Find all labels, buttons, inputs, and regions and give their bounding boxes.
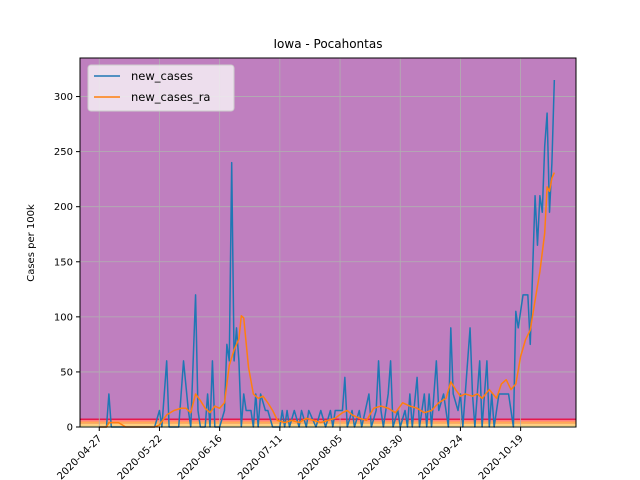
legend-label-new-cases: new_cases [131, 69, 193, 83]
y-axis-ticks: 0 50 100 150 200 250 300 [54, 92, 80, 434]
y-tick-label: 250 [54, 147, 73, 158]
y-tick-label: 300 [54, 92, 73, 103]
x-tick-label: 2020-04-27 [56, 433, 105, 480]
x-tick-label: 2020-10-19 [477, 433, 526, 480]
axes-frame [79, 57, 577, 428]
y-axis-label: Cases per 100k [26, 204, 37, 282]
legend: new_cases new_cases_ra [87, 64, 235, 112]
plot-area [80, 58, 576, 427]
y-tick-label: 100 [54, 312, 73, 323]
threshold-band-0 [80, 425, 576, 427]
axes [79, 57, 577, 428]
x-tick-label: 2020-05-22 [116, 433, 165, 480]
x-tick-label: 2020-08-05 [296, 433, 345, 480]
threshold-band-1 [80, 423, 576, 426]
legend-label-new-cases-ra: new_cases_ra [131, 90, 210, 104]
y-tick-label: 150 [54, 257, 73, 268]
chart-title: Iowa - Pocahontas [274, 37, 383, 51]
threshold-band-2 [80, 421, 576, 424]
plot-background [80, 58, 576, 427]
x-tick-label: 2020-09-24 [417, 433, 466, 480]
legend-box [87, 64, 235, 112]
y-tick-label: 200 [54, 202, 73, 213]
x-tick-label: 2020-06-16 [176, 433, 225, 480]
x-tick-label: 2020-07-11 [236, 433, 285, 480]
x-tick-label: 2020-08-30 [356, 433, 405, 480]
series-line-new-cases-ra [99, 172, 556, 428]
x-axis-ticks: 2020-04-27 2020-05-22 2020-06-16 2020-07-11… [56, 427, 526, 480]
y-tick-label: 50 [60, 367, 73, 378]
y-tick-label: 0 [67, 423, 73, 434]
